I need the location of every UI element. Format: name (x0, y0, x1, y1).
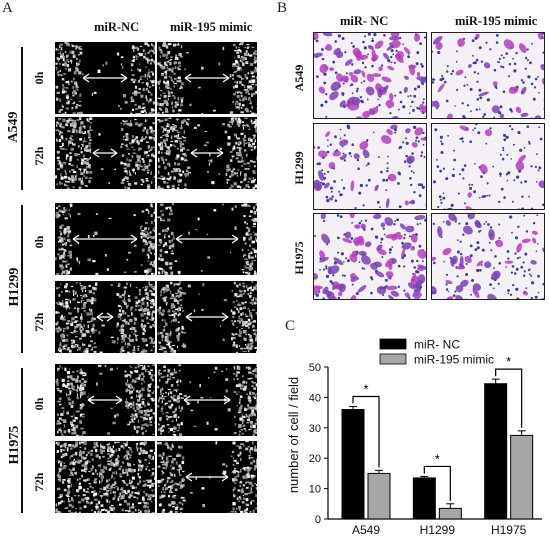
wound-image-h1299-72h-control (55, 281, 155, 353)
wound-image-a549-0h-control (55, 42, 155, 114)
panel-a-time-label-h1975-72h: 72h (32, 472, 46, 492)
panel-a-time-label-h1299-72h: 72h (32, 312, 46, 332)
transwell-image-h1299-control (313, 123, 427, 210)
panel-a-group-bar-h1299 (21, 205, 23, 353)
panel-a-time-label-a549-72h: 72h (32, 146, 46, 166)
transwell-image-a549-control (313, 32, 427, 119)
panel-a-time-label-h1299-0h: 0h (32, 235, 46, 249)
significance-bracket (352, 395, 380, 468)
bar-chart: number of cell / field 0 10 20 30 40 50 * A549 *… (286, 338, 542, 535)
wound-image-h1299-0h-mimic (157, 203, 257, 275)
bar-mir-nc-h1975 (484, 383, 508, 520)
y-tick-label: 40 (309, 392, 321, 404)
wound-image-h1299-72h-mimic (157, 281, 257, 353)
significance-star: * (363, 382, 368, 397)
legend-swatch-1 (379, 353, 407, 365)
panel-a-column-header-mimic: miR-195 mimic (170, 20, 253, 34)
panel-c-letter: C (285, 318, 296, 334)
bar-mir-nc-h1299 (412, 477, 436, 520)
y-tick-label: 0 (315, 514, 321, 526)
y-tick-label: 10 (309, 484, 321, 496)
panel-b-column-header-mimic: miR-195 mimic (455, 14, 538, 28)
panel-a-group-bar-h1975 (21, 368, 23, 513)
x-tick-label-h1299: H1299 (420, 523, 456, 535)
transwell-image-h1299-mimic (431, 123, 545, 210)
panel-a-column-header-control: miR-NC (94, 20, 140, 34)
y-tick-label: 50 (309, 362, 321, 374)
wound-image-h1299-0h-control (55, 203, 155, 275)
transwell-image-h1975-mimic (431, 213, 545, 300)
wound-image-a549-0h-mimic (157, 42, 257, 114)
panel-a-group-bar-a549 (21, 47, 23, 190)
panel-b-letter: B (277, 0, 288, 16)
wound-image-a549-72h-control (55, 117, 155, 189)
significance-star: * (435, 451, 440, 466)
panel-a-letter: A (2, 0, 13, 16)
wound-image-h1975-0h-control (55, 364, 155, 436)
legend-swatch-0 (379, 338, 407, 350)
y-tick-label: 30 (309, 423, 321, 435)
panel-b-row-label-a549: A549 (292, 64, 306, 92)
significance-bracket (423, 465, 451, 501)
legend-label-0: miR- NC (414, 338, 460, 352)
wound-image-a549-72h-mimic (157, 117, 257, 189)
panel-b-row-label-h1975: H1975 (292, 241, 306, 275)
x-tick-label-h1975: H1975 (491, 523, 527, 535)
panel-a-time-label-h1975-0h: 0h (32, 397, 46, 411)
wound-image-h1975-72h-mimic (157, 441, 257, 513)
transwell-image-h1975-control (313, 213, 427, 300)
panel-a-time-label-a549-0h: 0h (32, 71, 46, 85)
panel-b-column-header-control: miR- NC (340, 14, 389, 28)
y-tick-label: 20 (309, 453, 321, 465)
wound-image-h1975-0h-mimic (157, 364, 257, 436)
bar-mir-195-mimic-h1975 (510, 434, 534, 520)
bar-mir-nc-a549 (341, 409, 365, 520)
panel-b-row-label-h1299: H1299 (292, 151, 306, 185)
significance-star: * (506, 354, 511, 369)
legend-label-1: miR-195 mimic (414, 353, 494, 367)
bar-mir-195-mimic-h1299 (438, 507, 462, 520)
y-axis-label: number of cell / field (286, 377, 301, 493)
transwell-image-a549-mimic (431, 32, 545, 119)
significance-bracket (495, 368, 523, 428)
bar-mir-195-mimic-a549 (367, 472, 391, 520)
wound-image-h1975-72h-control (55, 441, 155, 513)
x-tick-label-a549: A549 (352, 523, 380, 535)
